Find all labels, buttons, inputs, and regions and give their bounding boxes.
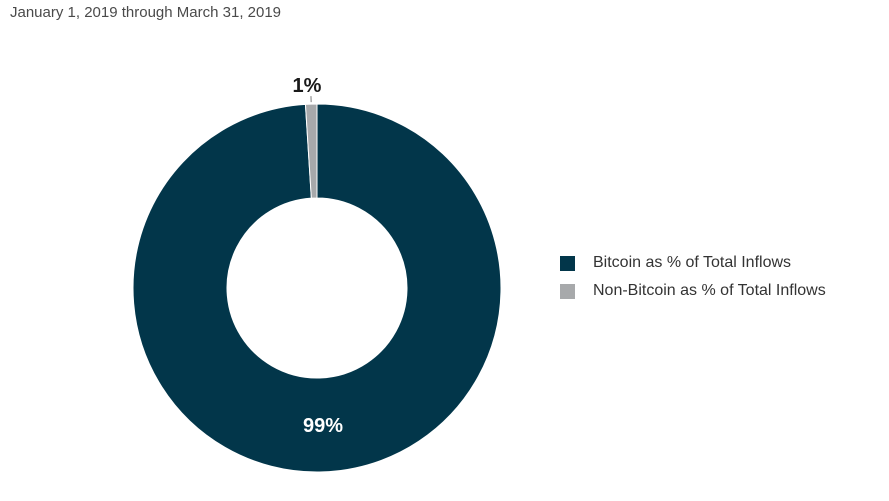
slice-labels: 99% 1% (293, 75, 344, 437)
slice-non-bitcoin (304, 103, 318, 199)
slice-label-non-bitcoin: 1% (293, 75, 322, 97)
legend-label-bitcoin: Bitcoin as % of Total Inflows (593, 254, 792, 271)
legend-swatch-bitcoin (560, 255, 575, 271)
legend-swatch-non-bitcoin (560, 283, 575, 299)
legend-item-non-bitcoin: Non-Bitcoin as % of Total Inflows (560, 281, 826, 301)
legend-label-non-bitcoin: Non-Bitcoin as % of Total Inflows (593, 282, 826, 299)
chart-subtitle: January 1, 2019 through March 31, 2019 (10, 4, 282, 21)
slice-label-bitcoin: 99% (303, 415, 343, 437)
legend-item-bitcoin: Bitcoin as % of Total Inflows (560, 253, 826, 273)
donut-slices (132, 103, 502, 473)
chart-legend: Bitcoin as % of Total Inflows Non-Bitcoi… (560, 253, 826, 309)
slice-bitcoin (132, 103, 502, 473)
